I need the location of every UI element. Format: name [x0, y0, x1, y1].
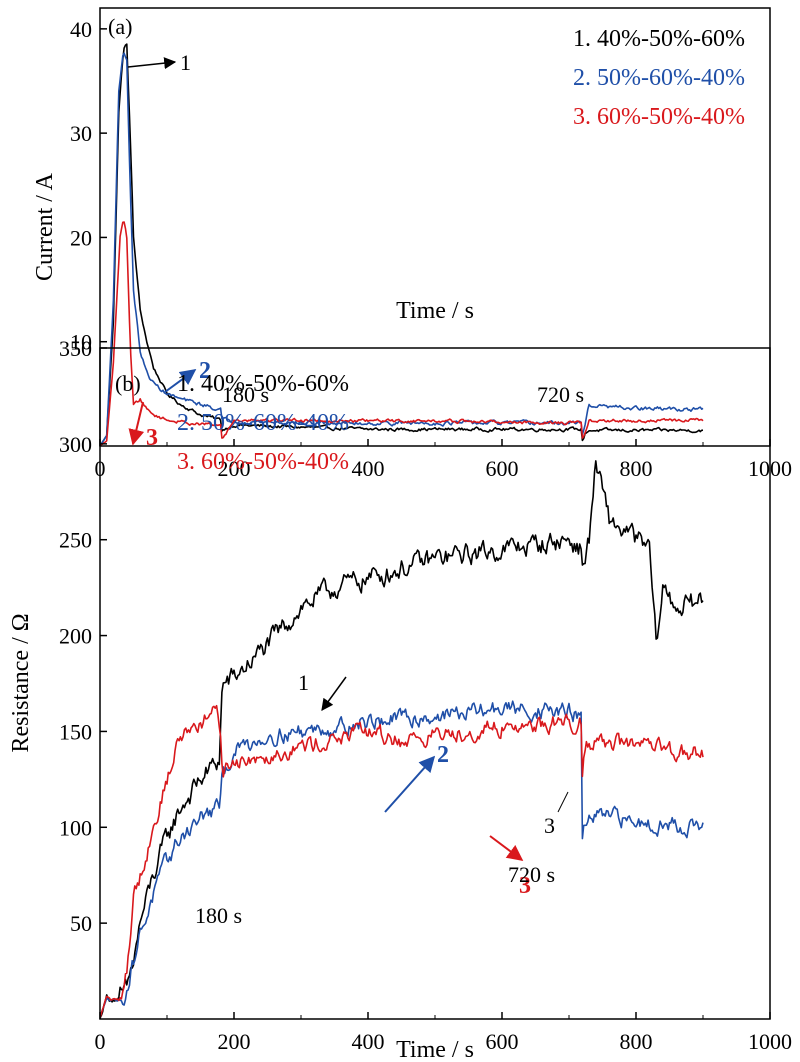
panel-b-annotation-180s: 180 s: [195, 903, 242, 928]
panel-b-y-axis-title: Resistance / Ω: [8, 613, 34, 752]
panel-b-leader-3: [557, 791, 569, 813]
panel-b: 0 200 400 600 800 1000 50 100 150 200 250 300 350 (b…: [8, 336, 792, 1062]
panel-b-annotation-1: 1: [298, 670, 309, 695]
panel-b-x-tick-label: 1000: [748, 1029, 792, 1054]
panel-a-x-axis-title: Time / s: [396, 298, 474, 324]
panel-b-x-axis-title: Time / s: [396, 1037, 474, 1062]
panel-b-x-tick-label: 800: [620, 1029, 653, 1054]
panel-a-legend-2: 2. 50%-60%-40%: [573, 65, 745, 91]
panel-b-x-tick-label: 600: [486, 1029, 519, 1054]
panel-a-x-tick-label: 200: [218, 456, 251, 481]
panel-a-arrow-3: [128, 401, 145, 446]
panel-a-series: [100, 43, 704, 446]
panel-b-y-tick-label: 150: [59, 719, 92, 744]
panel-b-annotation-3: 3: [519, 873, 531, 899]
panel-a-series-1-line: [100, 43, 704, 446]
panel-a-annotation-180s: 180 s: [222, 382, 269, 407]
panel-a-x-tick-label: 800: [620, 456, 653, 481]
panel-a-label: (a): [108, 14, 132, 39]
panel-b-x-tick-label: 400: [352, 1029, 385, 1054]
panel-b-annotation-2: 2: [437, 742, 449, 768]
panel-a-arrow-1: [127, 57, 177, 70]
panel-a-series-2-line: [100, 52, 704, 446]
panel-a-y-tick-label: 30: [70, 121, 92, 146]
panel-a-legend-3: 3. 60%-50%-40%: [573, 104, 745, 130]
panel-b-arrow-3: [489, 835, 524, 861]
panel-b-y-tick-label: 250: [59, 528, 92, 553]
panel-a-y-axis-title: Current / A: [32, 172, 58, 281]
panel-b-y-tick-label: 100: [59, 815, 92, 840]
panel-a-legend-1: 1. 40%-50%-60%: [573, 26, 745, 52]
panel-b-series-3-line: [100, 704, 704, 1019]
panel-a-annotation-3: 3: [146, 425, 158, 451]
panel-b-y-tick-label: 50: [70, 911, 92, 936]
panel-b-series: [100, 460, 704, 1019]
panel-b-y-tick-label: 300: [59, 432, 92, 457]
panel-b-series-1-line: [100, 460, 704, 1019]
panel-a-arrow-2: [164, 369, 197, 393]
panel-a-y-tick-label: 10: [70, 330, 92, 355]
panel-b-legend-1: 1. 40%-50%-60%: [177, 371, 349, 397]
panel-a-series-3-line: [100, 221, 704, 446]
panel-b-y-tick-label: 200: [59, 624, 92, 649]
panel-b-x-tick-label: 200: [218, 1029, 251, 1054]
panel-b-legend-3: 3. 60%-50%-40%: [177, 449, 349, 475]
panel-a-annotation-1: 1: [180, 50, 191, 75]
panel-b-y-tick-label: 350: [59, 336, 92, 361]
panel-b-x-tick-label: 0: [95, 1029, 106, 1054]
panel-a-y-tick-label: 20: [70, 225, 92, 250]
panel-a-annotation-2: 2: [199, 358, 211, 384]
panel-b-legend-2: 2. 50%-60%-40%: [177, 410, 349, 436]
panel-b-annotation-720s: 720 s: [508, 862, 555, 887]
panel-b-annotation-3-black: 3: [544, 813, 555, 838]
panel-b-series-2-line: [100, 700, 704, 1019]
panel-b-arrow-2: [384, 755, 436, 813]
panel-a-x-tick-label: 600: [486, 456, 519, 481]
panel-a-y-tick-label: 40: [70, 17, 92, 42]
panel-a-x-tick-label: 400: [352, 456, 385, 481]
panel-b-arrow-1: [321, 676, 347, 711]
panel-b-ticks: 0 200 400 600 800 1000 50 100 150 200 250 300 350: [59, 336, 792, 1054]
panel-a-annotation-720s: 720 s: [537, 382, 584, 407]
panel-b-label: (b): [115, 371, 141, 396]
